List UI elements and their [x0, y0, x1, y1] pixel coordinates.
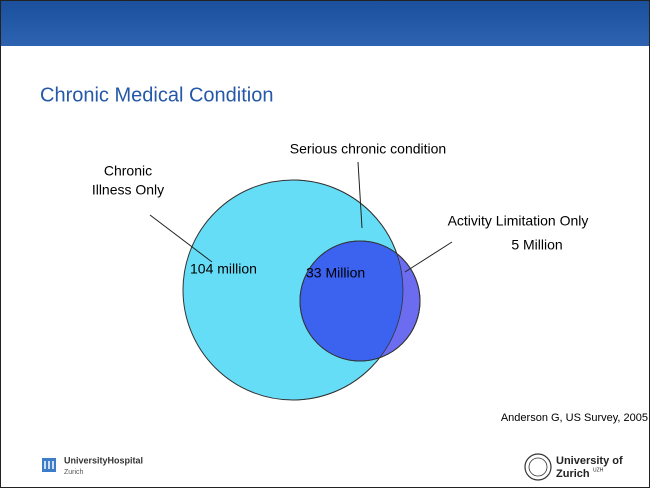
- venn-label: Illness Only: [92, 182, 164, 198]
- right-logo-text: University of: [556, 455, 623, 467]
- serious-overlap: [300, 241, 403, 361]
- leader-line: [404, 241, 453, 273]
- left-logo-text: Zurich: [64, 469, 84, 476]
- venn-label: Serious chronic condition: [290, 141, 446, 157]
- leader-line: [149, 214, 213, 263]
- right-logo-sup: UZH: [593, 467, 604, 473]
- right-logo-seal: [528, 457, 548, 477]
- venn-value: 33 Million: [306, 265, 365, 281]
- venn-value: 104 million: [190, 261, 257, 277]
- header-bar: [0, 0, 650, 46]
- venn-label: 5 Million: [511, 237, 562, 253]
- venn-label: Activity Limitation Only: [448, 213, 589, 229]
- left-logo-mark: [44, 461, 54, 469]
- chronic-arc: [292, 179, 404, 401]
- source: Anderson G, US Survey, 2005: [501, 412, 648, 424]
- leader-line: [357, 161, 363, 229]
- right-logo-text: Zurich: [556, 468, 590, 480]
- venn-label: Chronic: [104, 163, 152, 179]
- left-logo-text: UniversityHospital: [64, 455, 143, 465]
- title: Chronic Medical Condition: [40, 84, 273, 106]
- activity-outline: [299, 240, 421, 362]
